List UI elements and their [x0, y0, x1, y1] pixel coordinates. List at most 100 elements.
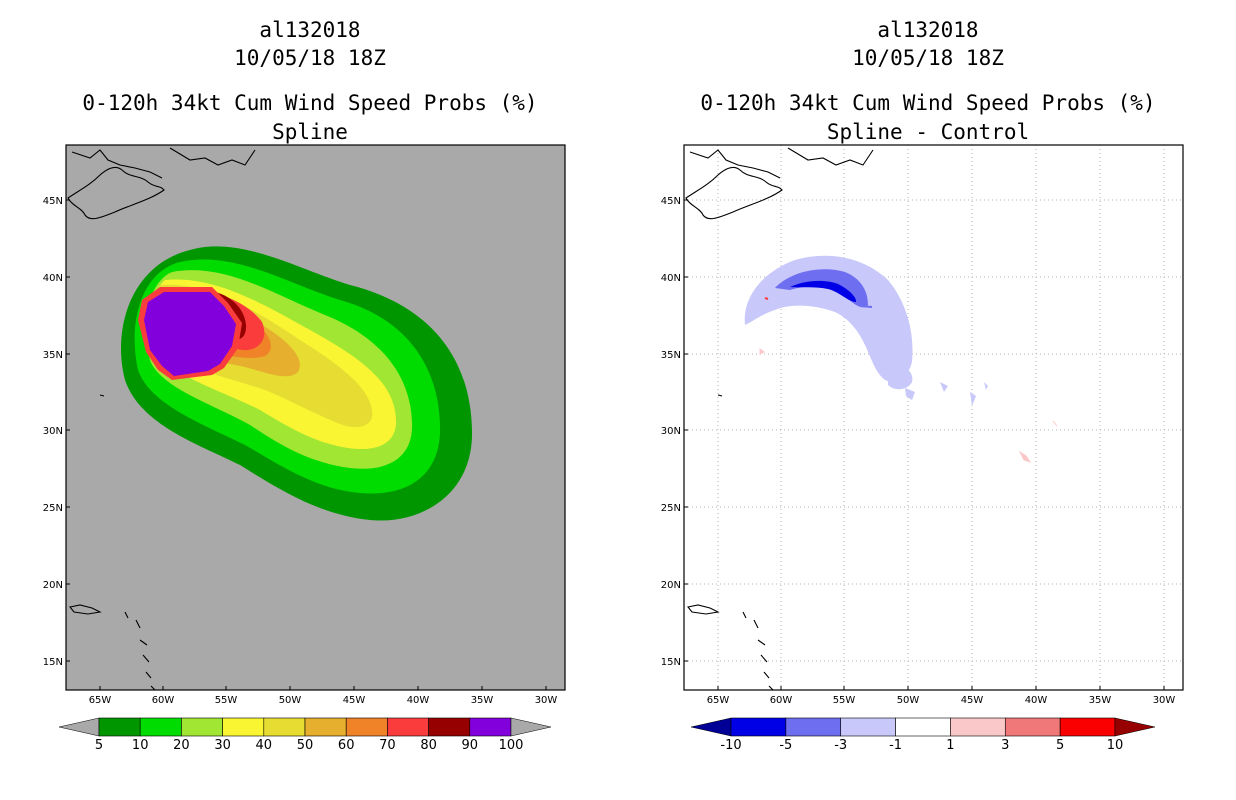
- left-storm-id: al132018: [259, 18, 361, 42]
- lon-tick-label: 45W: [343, 695, 366, 706]
- colorbar-under-arrow: [690, 717, 732, 737]
- left-datetime: 10/05/18 18Z: [234, 46, 386, 70]
- colorbar-swatch: [263, 717, 306, 737]
- colorbar-label: 10: [1107, 738, 1124, 753]
- lon-tick-label: 55W: [215, 695, 238, 706]
- colorbar-label: 1: [946, 738, 954, 753]
- newfoundland-coast: [787, 147, 874, 166]
- bermuda: [717, 394, 723, 397]
- colorbar-label: 80: [420, 738, 437, 753]
- right-map-background: [684, 145, 1183, 690]
- lon-tick-label: 45W: [961, 695, 984, 706]
- lon-tick-label: 35W: [1089, 695, 1112, 706]
- lat-tick-label: 45N: [661, 196, 681, 207]
- lon-tick-label: 30W: [535, 695, 558, 706]
- lon-tick-label: 40W: [1025, 695, 1048, 706]
- left-axes: 65W 60W 55W 50W 45W 40W 35W 30W 45N 40N 35N 30N 25N 2…: [43, 196, 558, 706]
- colorbar-label: 30: [214, 738, 231, 753]
- contour-100pct: [144, 292, 236, 376]
- diff-minus-5-region: [790, 280, 857, 302]
- colorbar-swatch: [840, 717, 896, 737]
- colorbar-swatch: [950, 717, 1006, 737]
- right-datetime: 10/05/18 18Z: [852, 46, 1004, 70]
- colorbar-swatch: [730, 717, 787, 737]
- lat-tick-label: 15N: [43, 657, 63, 668]
- lat-tick-label: 30N: [661, 426, 681, 437]
- colorbar-swatch: [304, 717, 347, 737]
- nova-scotia-coast: [67, 166, 165, 220]
- diff-minus-3-region: [775, 269, 868, 308]
- colorbar-swatch: [895, 717, 951, 737]
- right-storm-id: al132018: [877, 18, 979, 42]
- left-colorbar: 5 10 20 30 40 50 60 70 80 90 100: [58, 717, 552, 753]
- lat-tick-label: 45N: [43, 196, 63, 207]
- colorbar-swatch: [1004, 717, 1061, 737]
- diff-plus-1-patches: [759, 348, 1058, 463]
- newfoundland-coast: [169, 147, 256, 166]
- left-probability-field: [67, 147, 473, 690]
- colorbar-swatch: [98, 717, 141, 737]
- colorbar-label: -10: [720, 738, 741, 753]
- colorbar-label: 100: [499, 738, 524, 753]
- lon-tick-label: 65W: [89, 695, 112, 706]
- colorbar-label: 20: [173, 738, 190, 753]
- lon-tick-label: 30W: [1153, 695, 1176, 706]
- left-subtitle: Spline: [272, 120, 348, 144]
- lat-tick-label: 20N: [43, 580, 63, 591]
- colorbar-label: -3: [834, 738, 847, 753]
- right-subtitle: Spline - Control: [826, 120, 1030, 144]
- left-map-panel: 65W 60W 55W 50W 45W 40W 35W 30W 45N 40N 35N 30N 25N 2…: [43, 144, 566, 753]
- right-difference-field: [685, 147, 1058, 690]
- diff-minus-3-line: [859, 305, 873, 308]
- lon-tick-label: 65W: [707, 695, 730, 706]
- colorbar-swatch: [428, 717, 471, 737]
- right-gridlines: [684, 145, 1183, 690]
- lon-tick-label: 50W: [897, 695, 920, 706]
- lon-tick-label: 50W: [279, 695, 302, 706]
- diff-minus-1-patch: [888, 364, 913, 390]
- puerto-rico-coast: [69, 604, 102, 615]
- lon-tick-label: 55W: [833, 695, 856, 706]
- colorbar-label: 3: [1001, 738, 1009, 753]
- right-map-panel: 65W 60W 55W 50W 45W 40W 35W 30W 45N 40N 35N 30N 25N 2…: [661, 144, 1184, 753]
- left-map-frame: [65, 144, 566, 691]
- lesser-antilles-coast: [742, 611, 774, 690]
- colorbar-swatch: [785, 717, 842, 737]
- colorbar-label: 70: [379, 738, 396, 753]
- lesser-antilles-coast: [124, 611, 156, 690]
- bermuda: [99, 394, 105, 397]
- colorbar-label: 60: [338, 738, 355, 753]
- right-map-frame: [683, 144, 1184, 691]
- colorbar-label: 10: [132, 738, 149, 753]
- lat-tick-label: 30N: [43, 426, 63, 437]
- right-coastlines: [685, 147, 874, 690]
- diff-minus-1-fragments: [905, 382, 988, 406]
- right-colorbar: -10 -5 -3 -1 1 3 5 10: [690, 717, 1156, 753]
- puerto-rico-coast: [687, 604, 720, 615]
- colorbar-label: 5: [1056, 738, 1064, 753]
- colorbar-label: -1: [889, 738, 902, 753]
- nova-scotia-coast: [685, 166, 783, 220]
- lon-tick-label: 60W: [770, 695, 793, 706]
- lat-tick-label: 40N: [661, 273, 681, 284]
- colorbar-swatch: [345, 717, 388, 737]
- lat-tick-label: 25N: [661, 503, 681, 514]
- lat-tick-label: 20N: [661, 580, 681, 591]
- colorbar-over-arrow: [510, 717, 552, 737]
- colorbar-swatch: [222, 717, 265, 737]
- colorbar-swatch: [139, 717, 182, 737]
- diff-plus-small: [764, 297, 769, 300]
- colorbar-label: -5: [779, 738, 792, 753]
- maritimes-coast: [689, 149, 781, 179]
- colorbar-under-arrow: [58, 717, 100, 737]
- colorbar-swatch: [387, 717, 429, 737]
- colorbar-label: 5: [95, 738, 103, 753]
- colorbar-label: 50: [297, 738, 314, 753]
- lat-tick-label: 35N: [43, 350, 63, 361]
- maritimes-coast: [71, 149, 163, 179]
- lat-tick-label: 25N: [43, 503, 63, 514]
- lon-tick-label: 35W: [471, 695, 494, 706]
- right-product-title: 0-120h 34kt Cum Wind Speed Probs (%): [700, 91, 1156, 115]
- colorbar-label: 40: [256, 738, 273, 753]
